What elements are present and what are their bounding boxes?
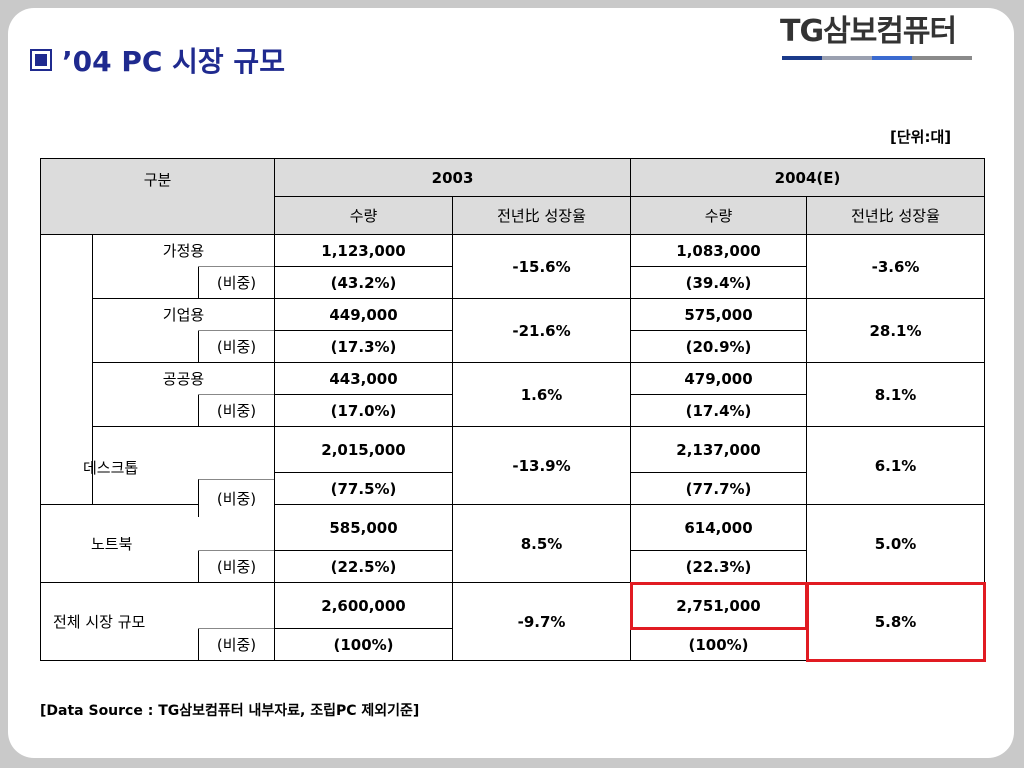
header-growth-2004: 전년比 성장율 <box>806 196 986 235</box>
logo-bar <box>872 56 912 60</box>
page-title: ’04 PC 시장 규모 <box>30 40 285 80</box>
group-label-total: 전체 시장 규모 <box>40 582 199 661</box>
logo-bar <box>782 56 822 60</box>
spacer-cell <box>92 394 199 427</box>
header-category: 구분 <box>39 158 276 235</box>
share-2003: (77.5%) <box>274 472 454 505</box>
growth-2003: -9.7% <box>452 582 632 661</box>
share-2003: (43.2%) <box>274 266 454 299</box>
growth-2004: 5.0% <box>806 504 986 583</box>
qty-2004: 614,000 <box>630 504 808 551</box>
growth-2004-highlighted: 5.8% <box>805 581 986 662</box>
header-qty-2004: 수량 <box>630 196 808 235</box>
growth-2003: -13.9% <box>452 426 632 505</box>
growth-2004: 8.1% <box>806 362 986 427</box>
qty-2004: 1,083,000 <box>630 234 808 267</box>
qty-2003: 2,015,000 <box>274 426 454 473</box>
ratio-label: (비중) <box>197 266 276 299</box>
logo-color-bars <box>782 56 972 60</box>
share-2004: (77.7%) <box>630 472 808 505</box>
logo-bar <box>822 56 872 60</box>
share-2004: (22.3%) <box>630 550 808 583</box>
desktop-indent-cell <box>40 234 93 505</box>
qty-2003: 443,000 <box>274 362 454 395</box>
header-qty-2003: 수량 <box>274 196 454 235</box>
share-2003: (22.5%) <box>274 550 454 583</box>
ratio-label: (비중) <box>197 628 276 661</box>
ratio-label: (비중) <box>197 550 276 583</box>
share-2004: (39.4%) <box>630 266 808 299</box>
ratio-label: (비중) <box>197 394 276 427</box>
growth-2003: -21.6% <box>452 298 632 363</box>
page-title-text: ’04 PC 시장 규모 <box>62 45 285 78</box>
logo-bar <box>912 56 972 60</box>
growth-2004: 28.1% <box>806 298 986 363</box>
growth-2003: 1.6% <box>452 362 632 427</box>
growth-2004: -3.6% <box>806 234 986 299</box>
header-year-2003: 2003 <box>274 158 632 197</box>
ratio-label: (비중) <box>197 330 276 363</box>
unit-label: [단위:대] <box>890 128 952 146</box>
qty-2004-highlighted: 2,751,000 <box>629 581 808 630</box>
row-label: 가정용 <box>91 234 276 267</box>
qty-2004: 479,000 <box>630 362 808 395</box>
share-2004: (100%) <box>630 628 808 661</box>
growth-2003: 8.5% <box>452 504 632 583</box>
qty-2004: 2,137,000 <box>630 426 808 473</box>
share-2003: (100%) <box>274 628 454 661</box>
share-2004: (20.9%) <box>630 330 808 363</box>
square-bullet-icon <box>30 49 52 71</box>
spacer-cell <box>92 330 199 363</box>
share-2003: (17.3%) <box>274 330 454 363</box>
qty-2003: 449,000 <box>274 298 454 331</box>
qty-2003: 585,000 <box>274 504 454 551</box>
growth-2004: 6.1% <box>806 426 986 505</box>
company-logo: TG삼보컴퓨터 <box>780 12 980 60</box>
spacer-cell <box>198 582 276 629</box>
row-label: 기업용 <box>91 298 276 331</box>
qty-2004: 575,000 <box>630 298 808 331</box>
header-year-2004: 2004(E) <box>630 158 986 197</box>
data-source-note: [Data Source : TG삼보컴퓨터 내부자료, 조립PC 제외기준] <box>40 703 420 719</box>
desktop-label-text: 데스크톱 <box>83 459 139 477</box>
share-2003: (17.0%) <box>274 394 454 427</box>
logo-text: TG삼보컴퓨터 <box>780 14 957 49</box>
header-growth-2003: 전년比 성장율 <box>452 196 632 235</box>
pc-market-table: 구분 2003 2004(E) 수량 전년比 성장율 수량 전년比 성장율 가정… <box>39 158 986 662</box>
qty-2003: 1,123,000 <box>274 234 454 267</box>
share-2004: (17.4%) <box>630 394 808 427</box>
ratio-label: (비중) <box>198 479 274 517</box>
spacer-cell <box>92 266 199 299</box>
growth-2003: -15.6% <box>452 234 632 299</box>
row-label: 공공용 <box>91 362 276 395</box>
group-label-notebook: 노트북 <box>40 504 199 583</box>
qty-2003: 2,600,000 <box>274 582 454 629</box>
